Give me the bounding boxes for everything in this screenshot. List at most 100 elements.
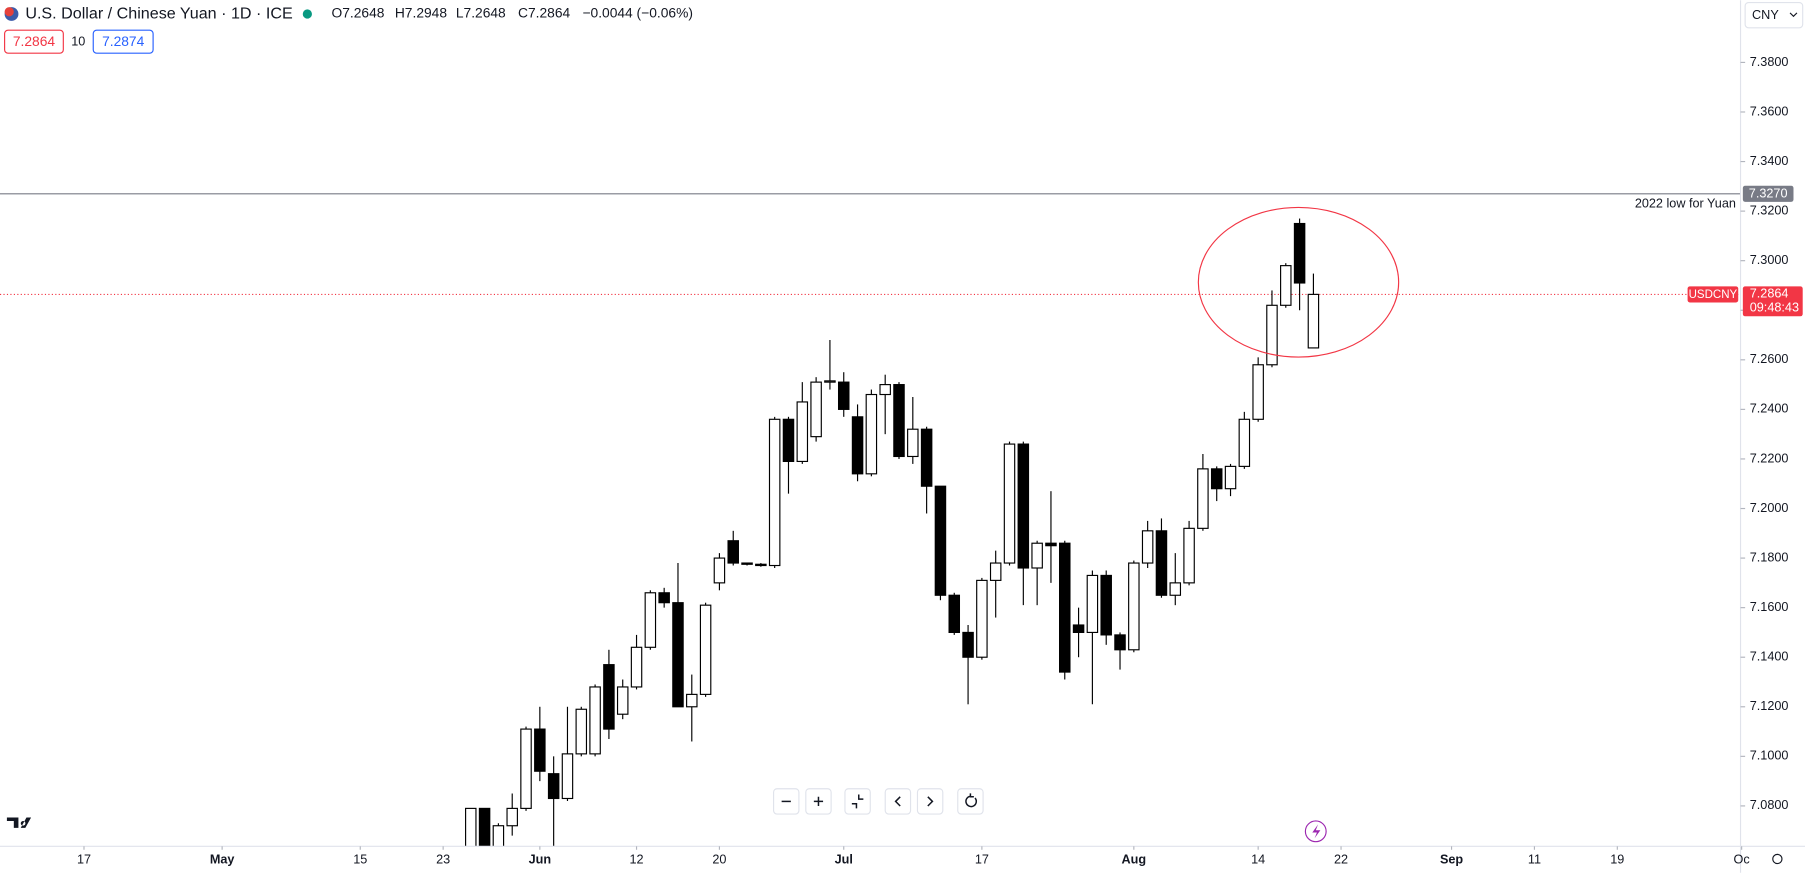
candle-body bbox=[1114, 634, 1126, 651]
candle-body bbox=[616, 686, 629, 715]
candle-body bbox=[658, 592, 670, 604]
bid-box[interactable] bbox=[4, 29, 64, 54]
y-tick-label: 7.0800 bbox=[1750, 798, 1789, 812]
level-label-bg bbox=[1742, 185, 1794, 202]
candle-body bbox=[630, 646, 643, 688]
plus-icon bbox=[813, 796, 824, 807]
candle-body bbox=[603, 664, 615, 730]
candle-body bbox=[837, 381, 850, 410]
candle-body bbox=[768, 418, 781, 567]
candle-body bbox=[1280, 265, 1292, 306]
candle-body bbox=[686, 693, 698, 708]
candle-body bbox=[1128, 562, 1140, 651]
level-label: 7.3270 bbox=[1749, 187, 1788, 201]
y-tick-label: 7.3200 bbox=[1750, 203, 1789, 217]
symbol-title[interactable]: U.S. Dollar / Chinese Yuan · 1D · ICE bbox=[25, 4, 293, 22]
candle-body bbox=[879, 384, 891, 396]
candle-body bbox=[1169, 582, 1182, 596]
flag-icon bbox=[4, 7, 14, 17]
candle-body bbox=[1224, 465, 1237, 490]
candle-body bbox=[755, 563, 767, 567]
x-tick-label: 11 bbox=[1528, 852, 1541, 866]
x-tick-label: 23 bbox=[436, 852, 450, 866]
candle-body bbox=[492, 825, 505, 847]
reset-scale-icon bbox=[851, 794, 864, 809]
left-icon bbox=[894, 796, 901, 807]
candle-body bbox=[1293, 222, 1306, 284]
right-icon bbox=[927, 796, 934, 807]
candle-body bbox=[1031, 542, 1043, 569]
candle-body bbox=[1238, 418, 1251, 467]
candle-body bbox=[796, 401, 809, 463]
reset-scale-button[interactable] bbox=[844, 788, 871, 815]
tv-logo bbox=[6, 817, 32, 828]
x-tick-label: 17 bbox=[77, 852, 91, 866]
x-tick-label: Sep bbox=[1440, 852, 1463, 866]
x-tick-label: 12 bbox=[629, 852, 643, 866]
candle-body bbox=[561, 753, 574, 800]
ask-box[interactable] bbox=[92, 29, 154, 54]
candle-body bbox=[782, 418, 795, 463]
settings-icon[interactable] bbox=[1772, 853, 1783, 865]
candle-body bbox=[547, 773, 560, 800]
candle-body bbox=[1003, 443, 1016, 564]
candle-body bbox=[672, 602, 684, 708]
y-tick-label: 7.3000 bbox=[1750, 253, 1789, 267]
x-tick-label: Aug bbox=[1122, 852, 1147, 866]
x-tick-label: 20 bbox=[712, 852, 726, 866]
scroll-right-button[interactable] bbox=[916, 788, 944, 815]
y-tick-label: 7.3400 bbox=[1750, 154, 1789, 168]
candle-body bbox=[851, 416, 864, 475]
candle-body bbox=[907, 428, 919, 458]
ask: 7.2874 bbox=[102, 33, 145, 49]
candle-body bbox=[1307, 293, 1320, 349]
y-tick-label: 7.1000 bbox=[1750, 749, 1789, 763]
reset-button[interactable] bbox=[957, 788, 984, 815]
currency-button[interactable] bbox=[1744, 1, 1804, 29]
candle-body bbox=[1197, 468, 1209, 529]
candle-body bbox=[920, 428, 933, 487]
ohlc-high: H7.2948 bbox=[395, 5, 447, 21]
x-tick-label: 22 bbox=[1334, 852, 1348, 866]
x-tick-label: Jul bbox=[835, 852, 853, 866]
y-tick-label: 7.3600 bbox=[1750, 104, 1789, 118]
dropdown-arrow bbox=[1789, 12, 1798, 18]
ohlc-close: C7.2864 bbox=[518, 5, 570, 21]
last-price: 7.2864 bbox=[1750, 287, 1789, 301]
reset-icon bbox=[965, 793, 978, 808]
candle-body bbox=[1086, 574, 1099, 634]
candle-body bbox=[575, 708, 588, 755]
highlight-circle bbox=[1197, 206, 1400, 358]
y-tick-label: 7.1400 bbox=[1750, 650, 1789, 664]
last-name-bg bbox=[1687, 286, 1739, 303]
scroll-left-button[interactable] bbox=[884, 788, 912, 815]
market-status bbox=[302, 9, 312, 19]
grid-layer bbox=[0, 193, 1741, 295]
y-tick-label: 7.1800 bbox=[1750, 550, 1789, 564]
candle-body bbox=[976, 579, 988, 658]
x-tick-label: 17 bbox=[975, 852, 989, 866]
y-tick-label: 7.2400 bbox=[1750, 402, 1789, 416]
candle-body bbox=[506, 807, 518, 827]
y-tick-label: 7.1600 bbox=[1750, 600, 1789, 614]
candle-body bbox=[1100, 574, 1112, 636]
spread: 10 bbox=[71, 35, 85, 49]
y-tick-label: 7.2000 bbox=[1750, 501, 1789, 515]
candle-body bbox=[948, 594, 961, 634]
ohlc-low: L7.2648 bbox=[456, 5, 506, 21]
candle-body bbox=[865, 393, 878, 475]
plot bbox=[465, 218, 1320, 847]
candle-body bbox=[1252, 364, 1264, 420]
lightning-icon bbox=[1312, 824, 1321, 839]
candle-body bbox=[989, 562, 1002, 581]
x-tick-label: May bbox=[210, 852, 235, 866]
last-price-bg bbox=[1742, 286, 1803, 317]
candle-body bbox=[1266, 304, 1278, 366]
level-annotation: 2022 low for Yuan bbox=[1635, 196, 1736, 210]
y-tick-label: 7.2600 bbox=[1750, 352, 1789, 366]
candle-body bbox=[1155, 530, 1168, 596]
currency: CNY bbox=[1752, 8, 1779, 22]
candle-body bbox=[741, 562, 753, 565]
